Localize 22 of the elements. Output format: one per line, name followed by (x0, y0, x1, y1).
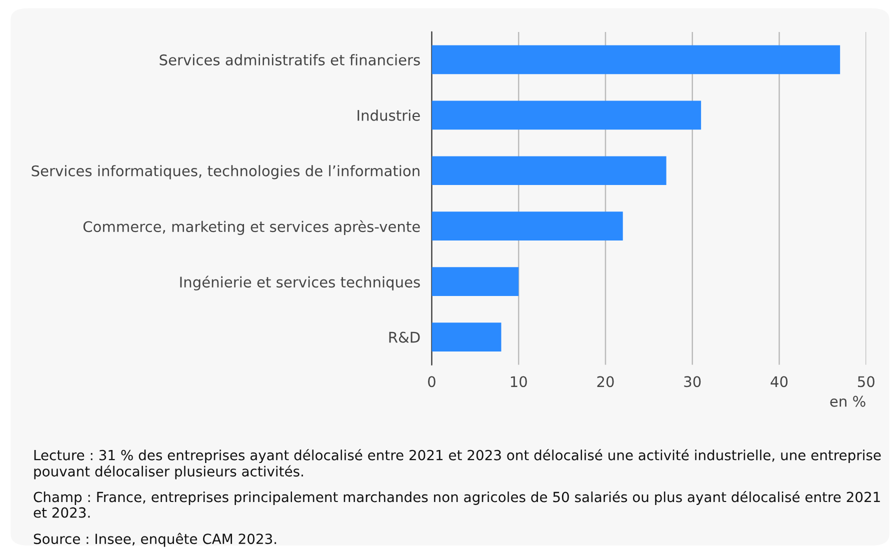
x-tick-label: 50 (858, 376, 874, 388)
bar (432, 45, 840, 74)
x-tick-label: 0 (428, 376, 436, 388)
y-tick-label: Services informatiques, technologies de l’information (32, 165, 420, 180)
bar (432, 322, 502, 352)
y-tick-label: Ingénierie et services techniques (180, 276, 420, 290)
y-tick-label: R&D (389, 332, 420, 343)
source-note: Source : Insee, enquête CAM 2023. (34, 532, 276, 547)
text: Champ : France, entreprises principalement marchandes non agricoles de 50 salariés ou plus ayant délocalisé entre 2021 et 2023. (34, 490, 880, 518)
x-axis-title: en % (830, 396, 866, 407)
bar (432, 100, 702, 130)
x-tick-label: 30 (684, 376, 701, 388)
bar (432, 267, 519, 296)
y-tick-label: Commerce, marketing et services après-vente (83, 220, 420, 235)
y-tick-label: Services administratifs et financiers (160, 54, 420, 66)
bar (432, 212, 623, 241)
x-tick-label: 10 (510, 376, 527, 388)
y-tick-label: Industrie (358, 110, 420, 121)
x-tick-label: 20 (597, 376, 614, 388)
bar (432, 156, 666, 186)
text: Lecture : 31 % des entreprises ayant délocalisé entre 2021 et 2023 ont délocalisé une activité industrielle, une entreprise pouvant délocaliser plusieurs activités. (34, 449, 881, 480)
x-tick-label: 40 (770, 376, 788, 388)
